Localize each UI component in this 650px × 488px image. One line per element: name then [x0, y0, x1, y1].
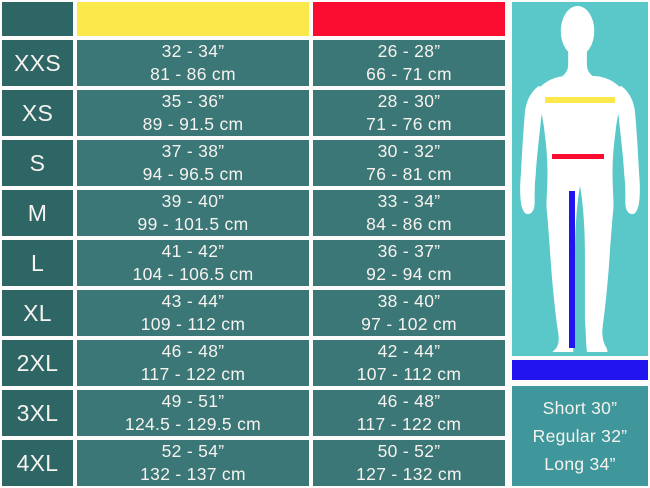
inseam-option-regular: Regular 32” [532, 425, 628, 446]
waist-range-cm: 97 - 102 cm [361, 314, 457, 334]
waist-range-cm: 117 - 122 cm [356, 414, 462, 434]
chest-range-inches: 37 - 38” [161, 141, 225, 161]
size-label-cell: L [2, 240, 73, 286]
chest-range-inches: 46 - 48” [161, 341, 225, 361]
chest-range-cm: 132 - 137 cm [140, 464, 246, 484]
waist-range-cm: 66 - 71 cm [366, 64, 452, 84]
size-column-header [2, 2, 73, 36]
waist-range-inches: 30 - 32” [377, 141, 441, 161]
size-label-cell: M [2, 190, 73, 236]
chest-range-cell: 41 - 42” 104 - 106.5 cm [77, 240, 309, 286]
body-figure [512, 2, 648, 356]
chest-range-cell: 43 - 44” 109 - 112 cm [77, 290, 309, 336]
size-label: XL [23, 299, 52, 326]
size-label-cell: 3XL [2, 390, 73, 436]
chest-range-cell: 32 - 34” 81 - 86 cm [77, 40, 309, 86]
chest-measure-line [545, 97, 615, 103]
chest-range-inches: 49 - 51” [161, 391, 225, 411]
chest-range-cell: 37 - 38” 94 - 96.5 cm [77, 140, 309, 186]
waist-column-header-swatch [313, 2, 505, 36]
body-silhouette-illustration [520, 6, 640, 352]
waist-range-inches: 42 - 44” [377, 341, 441, 361]
waist-range-cm: 127 - 132 cm [356, 464, 462, 484]
waist-range-cm: 92 - 94 cm [366, 264, 452, 284]
waist-range-inches: 28 - 30” [377, 91, 441, 111]
waist-range-inches: 50 - 52” [377, 441, 441, 461]
chest-range-inches: 43 - 44” [161, 291, 225, 311]
size-label-cell: S [2, 140, 73, 186]
chest-column-header-swatch [77, 2, 309, 36]
waist-range-cm: 84 - 86 cm [366, 214, 452, 234]
size-chart-table: XXS 32 - 34” 81 - 86 cm 26 - 28” 66 - 71… [0, 0, 507, 488]
chest-range-cm: 117 - 122 cm [140, 364, 246, 384]
size-label-cell: XS [2, 90, 73, 136]
waist-range-cell: 50 - 52” 127 - 132 cm [313, 440, 505, 486]
waist-range-cell: 28 - 30” 71 - 76 cm [313, 90, 505, 136]
waist-range-cell: 38 - 40” 97 - 102 cm [313, 290, 505, 336]
measurement-guide-panel: Short 30” Regular 32” Long 34” [510, 0, 650, 488]
waist-range-inches: 33 - 34” [377, 191, 441, 211]
inseam-option-short: Short 30” [542, 397, 618, 418]
size-label: 2XL [16, 349, 59, 376]
chest-range-cell: 49 - 51” 124.5 - 129.5 cm [77, 390, 309, 436]
chest-range-inches: 32 - 34” [161, 41, 225, 61]
inseam-option-long: Long 34” [544, 453, 616, 474]
chest-range-cm: 104 - 106.5 cm [132, 264, 254, 284]
chest-range-cm: 99 - 101.5 cm [137, 214, 249, 234]
chest-range-inches: 41 - 42” [161, 241, 225, 261]
waist-range-inches: 38 - 40” [377, 291, 441, 311]
size-label-cell: XXS [2, 40, 73, 86]
waist-range-cell: 30 - 32” 76 - 81 cm [313, 140, 505, 186]
size-label: 4XL [16, 449, 59, 476]
chest-range-cm: 89 - 91.5 cm [142, 114, 244, 134]
size-label-cell: 2XL [2, 340, 73, 386]
waist-range-inches: 46 - 48” [377, 391, 441, 411]
chest-range-cell: 39 - 40” 99 - 101.5 cm [77, 190, 309, 236]
waist-range-cm: 107 - 112 cm [356, 364, 462, 384]
waist-range-cell: 26 - 28” 66 - 71 cm [313, 40, 505, 86]
size-label-cell: 4XL [2, 440, 73, 486]
waist-range-cell: 46 - 48” 117 - 122 cm [313, 390, 505, 436]
waist-range-cell: 42 - 44” 107 - 112 cm [313, 340, 505, 386]
chest-range-inches: 39 - 40” [161, 191, 225, 211]
waist-range-cell: 36 - 37” 92 - 94 cm [313, 240, 505, 286]
size-label: 3XL [16, 399, 59, 426]
size-label: L [30, 249, 45, 276]
size-label: XS [21, 99, 54, 126]
waist-range-cm: 71 - 76 cm [366, 114, 452, 134]
waist-range-cm: 76 - 81 cm [366, 164, 452, 184]
chest-range-cell: 52 - 54” 132 - 137 cm [77, 440, 309, 486]
waist-range-inches: 26 - 28” [377, 41, 441, 61]
chest-range-cell: 35 - 36” 89 - 91.5 cm [77, 90, 309, 136]
size-label: M [27, 199, 48, 226]
inseam-options-panel: Short 30” Regular 32” Long 34” [512, 386, 648, 486]
chest-range-cm: 94 - 96.5 cm [142, 164, 244, 184]
chest-range-inches: 52 - 54” [161, 441, 225, 461]
inseam-measure-line [569, 191, 575, 348]
chest-range-cm: 81 - 86 cm [150, 64, 236, 84]
waist-range-cell: 33 - 34” 84 - 86 cm [313, 190, 505, 236]
chest-range-cm: 124.5 - 129.5 cm [124, 414, 262, 434]
waist-range-inches: 36 - 37” [377, 241, 441, 261]
size-label: XXS [14, 49, 61, 76]
chest-range-cm: 109 - 112 cm [140, 314, 246, 334]
size-label-cell: XL [2, 290, 73, 336]
inseam-legend-swatch [512, 360, 648, 380]
chest-range-cell: 46 - 48” 117 - 122 cm [77, 340, 309, 386]
waist-measure-line [552, 154, 604, 159]
size-label: S [29, 149, 46, 176]
chest-range-inches: 35 - 36” [161, 91, 225, 111]
